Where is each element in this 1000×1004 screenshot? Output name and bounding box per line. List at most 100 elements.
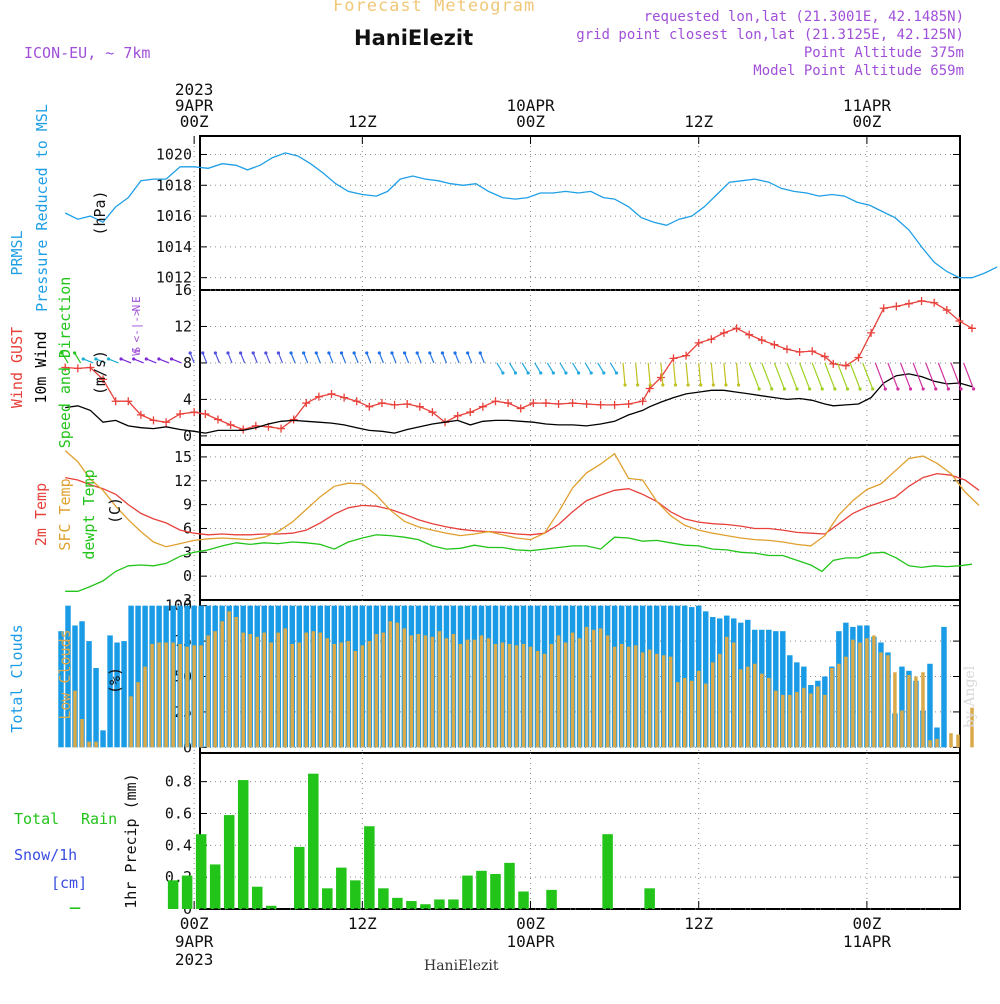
wind-direction-arrow: [773, 362, 785, 390]
gust-marker: [466, 408, 475, 417]
bar-low-clouds: [262, 632, 266, 748]
bar-low-clouds: [164, 642, 168, 748]
wind-arrow-head: [602, 371, 606, 375]
snow-label: Snow/1h: [14, 846, 77, 864]
bar-low-clouds: [157, 642, 161, 748]
y-tick-label: 4: [183, 390, 192, 408]
gust-marker: [568, 399, 577, 408]
bar-low-clouds: [781, 694, 785, 748]
wind-direction-arrow: [214, 352, 220, 364]
wind-direction-arrow: [227, 352, 233, 364]
wind-direction-arrow: [277, 352, 284, 364]
clouds-unit-label: (%): [106, 667, 124, 694]
wind-arrow-head: [896, 387, 900, 391]
wind-arrow-head: [959, 387, 963, 391]
series-line-10m-wind: [65, 373, 973, 434]
wind-direction-arrow: [202, 352, 208, 364]
wind-arrow-head: [871, 387, 875, 391]
bar-low-clouds: [87, 741, 91, 748]
wind-direction-arrow: [146, 358, 157, 364]
wind-arrow-head: [795, 387, 799, 391]
pressure-msl-label: Pressure Reduced to MSL: [33, 104, 51, 312]
bar-low-clouds: [928, 740, 932, 748]
wind-arrow-head: [377, 351, 381, 355]
wind-arrow-head: [213, 351, 217, 355]
bar-low-clouds: [388, 621, 393, 748]
wind-direction-arrow: [685, 362, 689, 385]
bar-low-clouds: [199, 645, 203, 748]
bar-low-clouds: [865, 638, 869, 748]
bar-total-clouds: [128, 605, 134, 748]
bar-low-clouds: [696, 670, 701, 748]
gust-marker: [428, 408, 437, 417]
gust-marker: [289, 415, 298, 424]
bar-low-clouds: [584, 626, 589, 748]
wind-arrow-head: [661, 383, 665, 387]
bar-low-clouds: [185, 646, 189, 748]
low-clouds-label: Low Clouds: [56, 629, 74, 719]
panel-frame: [199, 444, 961, 601]
bar-low-clouds: [178, 643, 182, 748]
precip-unit-label: 1hr Precip (mm): [122, 773, 140, 908]
wind-direction-arrow: [811, 362, 823, 390]
gridpoint-coords: grid point closest lon,lat (21.3125E, 42…: [576, 27, 964, 43]
bar-total-rain: [448, 899, 459, 909]
wind-arrow-head: [169, 357, 174, 361]
bar-low-clouds: [633, 645, 638, 748]
bar-low-clouds: [767, 677, 771, 748]
gust-marker: [707, 335, 716, 344]
wind-arrow-head: [699, 383, 703, 387]
bar-low-clouds: [724, 636, 729, 748]
bar-low-clouds: [346, 641, 351, 748]
wind-direction-arrow: [108, 358, 119, 364]
top-time-label: 10APR: [506, 96, 555, 115]
bar-low-clouds: [437, 631, 442, 748]
gust-marker: [327, 389, 336, 398]
wind-arrow-head: [144, 357, 148, 361]
bar-low-clouds: [549, 643, 554, 748]
bar-low-clouds: [213, 631, 217, 748]
wind-unit-label: (m/s): [91, 350, 109, 395]
bar-total-clouds: [688, 607, 695, 748]
y-tick-label: 0: [183, 427, 192, 445]
wind-arrow-head: [858, 387, 862, 391]
bar-total-clouds: [100, 730, 106, 748]
wind-direction-arrow: [786, 362, 798, 390]
wind-direction-arrow: [496, 362, 504, 374]
bar-low-clouds: [949, 733, 953, 748]
gust-marker: [770, 340, 779, 349]
wind-arrow-head: [132, 357, 136, 361]
bar-low-clouds: [514, 645, 519, 748]
y-tick-label: 16: [174, 281, 192, 299]
wind-direction-arrow: [240, 352, 246, 364]
wind-direction-arrow: [862, 362, 874, 390]
panel-pressure: 1012 1014 1016 1018 1020 PRMSL Pressure Reduce…: [8, 104, 998, 312]
bar-low-clouds: [430, 636, 435, 748]
panel-temperature: -3 0 3 6 9 12 15 2m Temp SFC Temp dewpt Temp (C): [32, 444, 980, 609]
bar-total-clouds: [86, 641, 92, 748]
snow-unit-label: [cm]: [51, 874, 87, 892]
bar-low-clouds: [795, 692, 799, 748]
compass-west-east: W <-|-> E: [130, 296, 143, 356]
gust-marker: [820, 352, 829, 361]
wind-direction-arrow: [735, 362, 740, 385]
wind-direction-arrow: [559, 362, 567, 374]
wind-direction-arrow: [534, 362, 542, 374]
wind-direction-arrow: [963, 362, 975, 390]
series-line-prmsl: [64, 152, 998, 279]
time-axis-labels: 20239APR00Z12Z10APR00Z12Z11APR00Z12Z00Z9…: [175, 80, 891, 969]
y-tick-label: 12: [174, 472, 192, 490]
bar-low-clouds: [788, 694, 792, 748]
panel-wind: 0 4 8 12 16 Wind GUST 10m Wind Speed and Direct…: [8, 277, 977, 448]
bar-total-rain: [237, 780, 249, 909]
wind-direction-arrow: [454, 352, 460, 364]
bar-total-rain: [644, 888, 655, 909]
bar-low-clouds: [640, 652, 645, 748]
bar-low-clouds: [276, 632, 280, 748]
bar-low-clouds: [577, 638, 582, 748]
bar-total-clouds: [135, 605, 141, 748]
model-altitude: Model Point Altitude 659m: [753, 63, 964, 79]
gust-marker: [942, 306, 951, 315]
wind-direction-arrow: [887, 362, 899, 390]
bar-low-clouds: [668, 656, 673, 748]
